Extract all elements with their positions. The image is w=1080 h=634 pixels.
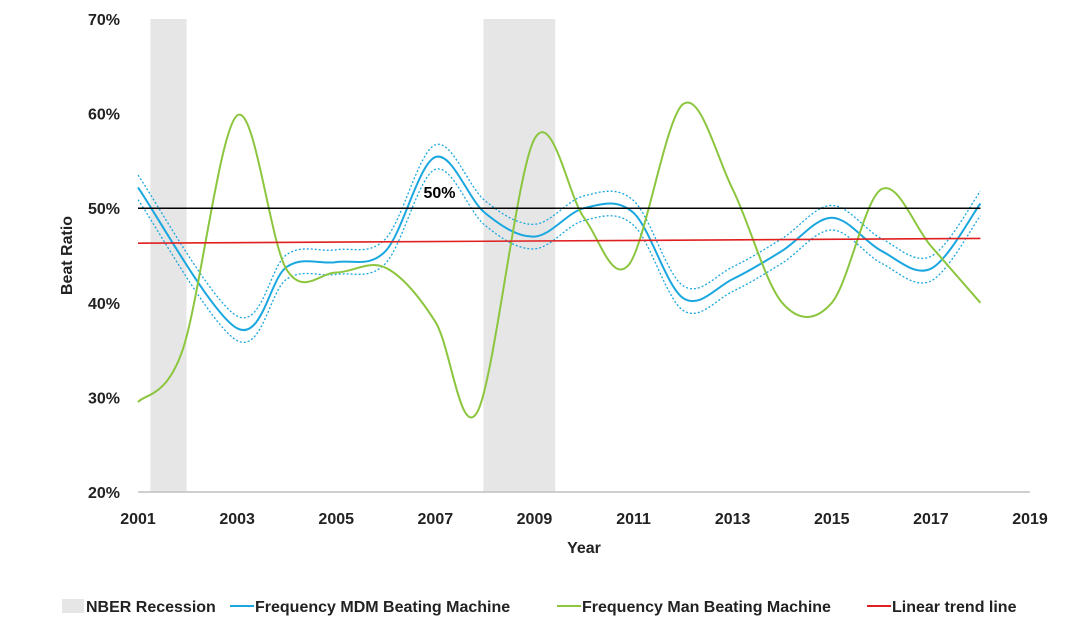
legend-item: Frequency MDM Beating Machine	[230, 599, 510, 616]
x-tick-label: 2017	[913, 511, 949, 528]
x-tick-label: 2003	[219, 511, 255, 528]
y-tick-label: 50%	[88, 201, 120, 218]
x-axis-ticks: 2001 2003 2005 2007 2009 2011 2013 2015 2017 2019	[120, 511, 1048, 528]
x-tick-label: 2009	[517, 511, 553, 528]
legend-label: Frequency MDM Beating Machine	[255, 599, 510, 616]
recession-band-2	[483, 19, 556, 492]
legend-swatch-recession	[62, 599, 84, 613]
legend-label: Frequency Man Beating Machine	[582, 599, 831, 616]
x-tick-label: 2019	[1012, 511, 1048, 528]
reference-line-label: 50%	[424, 185, 456, 202]
x-tick-label: 2015	[814, 511, 850, 528]
series-man-beating-machine	[137, 101, 982, 419]
series-mdm-band-upper	[137, 143, 981, 319]
legend-item: NBER Recession	[62, 599, 216, 616]
x-tick-label: 2011	[616, 511, 651, 528]
x-tick-label: 2013	[715, 511, 751, 528]
series-mdm-band-lower	[137, 168, 981, 344]
legend-label: NBER Recession	[86, 599, 216, 616]
y-axis-title: Beat Ratio	[59, 216, 76, 295]
recession-bands	[150, 19, 556, 492]
y-tick-label: 60%	[88, 107, 120, 124]
y-tick-label: 20%	[88, 485, 120, 502]
y-axis-ticks: 20% 30% 40% 50% 60% 70%	[88, 12, 120, 502]
legend-item: Linear trend line	[867, 599, 1017, 616]
legend: NBER Recession Frequency MDM Beating Mach…	[62, 599, 1017, 616]
x-axis-title: Year	[567, 540, 601, 557]
legend-label: Linear trend line	[892, 599, 1017, 616]
y-tick-label: 40%	[88, 296, 120, 313]
y-tick-label: 30%	[88, 390, 120, 407]
linear-trend-line	[137, 237, 981, 245]
y-tick-label: 70%	[88, 12, 120, 29]
x-tick-label: 2001	[120, 511, 156, 528]
series-mdm-beating-machine	[137, 155, 982, 332]
x-tick-label: 2007	[418, 511, 454, 528]
legend-item: Frequency Man Beating Machine	[557, 599, 831, 616]
x-tick-label: 2005	[318, 511, 354, 528]
series-lines	[137, 101, 982, 419]
